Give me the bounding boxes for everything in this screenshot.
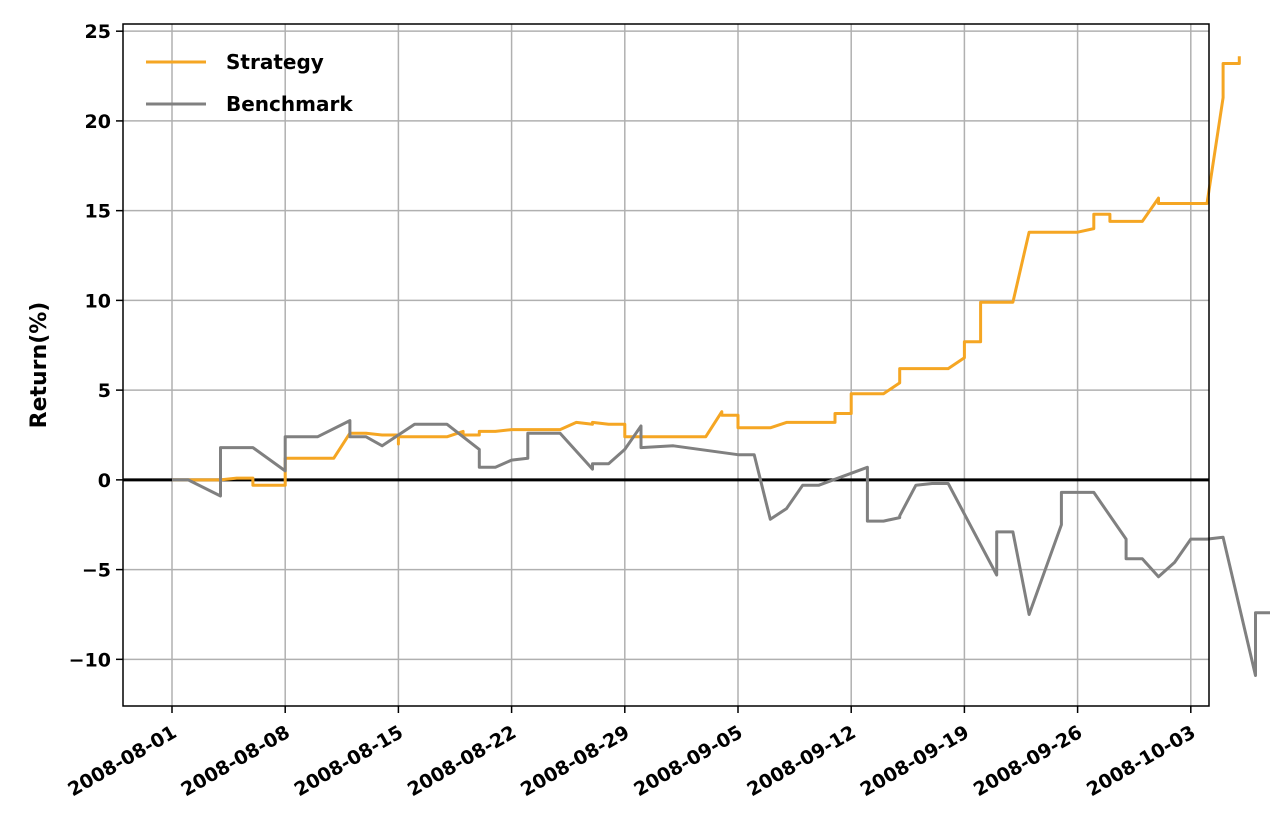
y-tick-label: −10 [69,649,111,671]
legend-label-strategy: Strategy [226,50,324,74]
y-axis: 25 20 15 10 5 0 −5 −10 [69,21,123,671]
y-tick-label: 25 [85,21,111,43]
series-line-benchmark [172,419,1270,677]
series-line-strategy [172,56,1241,487]
plot-frame [122,23,1210,707]
y-tick-label: 20 [85,111,111,133]
y-tick-label: −5 [82,560,111,582]
legend: Strategy Benchmark [146,50,353,116]
y-tick-label: 0 [98,470,111,492]
y-axis-title: Return(%) [27,302,52,429]
y-tick-label: 5 [98,380,111,402]
legend-label-benchmark: Benchmark [226,92,353,116]
y-tick-label: 10 [85,290,111,312]
y-tick-label: 15 [85,201,111,223]
series-layer [172,56,1270,677]
